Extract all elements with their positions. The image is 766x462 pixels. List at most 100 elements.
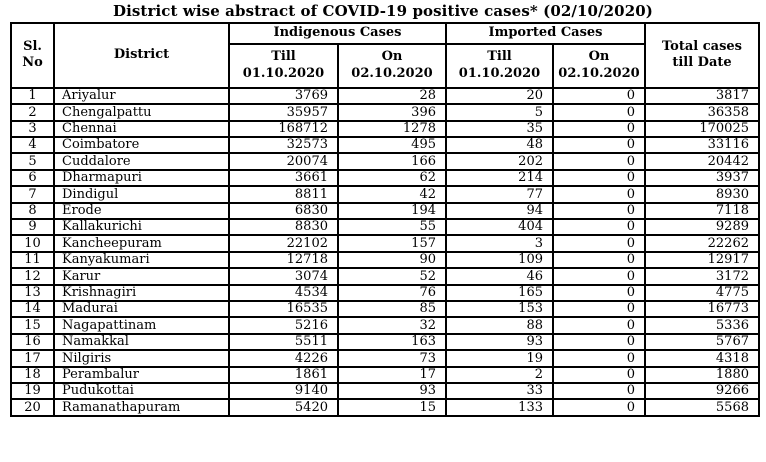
cell-indigenous-till: 5216 <box>228 316 339 335</box>
cell-total: 5336 <box>644 316 760 335</box>
cell-imported-on: 0 <box>552 332 646 352</box>
cell-district: Dharmapuri <box>53 168 230 188</box>
cell-imported-on: 0 <box>552 283 646 302</box>
cell-sl-no: 2 <box>10 103 55 122</box>
cell-indigenous-on: 396 <box>337 103 447 122</box>
table-body: 1 Ariyalur 3769 28 20 0 3817 2 Chengalpattu 35957… <box>10 86 760 417</box>
cell-sl-no: 12 <box>10 267 55 286</box>
cell-total: 5568 <box>644 398 760 417</box>
table-header: Sl. No District Indigenous Cases Importe… <box>10 22 760 89</box>
table-row: 20 Ramanathapuram 5420 15 133 0 5568 <box>10 398 760 417</box>
cell-imported-till: 94 <box>445 201 554 221</box>
cell-indigenous-till: 3661 <box>228 168 339 188</box>
cell-imported-till: 77 <box>445 185 554 204</box>
page-title: District wise abstract of COVID-19 posit… <box>112 2 653 20</box>
cell-indigenous-till: 16535 <box>228 299 339 319</box>
table-row: 10 Kancheepuram 22102 157 3 0 22262 <box>10 234 760 253</box>
cell-imported-till: 214 <box>445 168 554 188</box>
cell-total: 7118 <box>644 201 760 221</box>
cell-sl-no: 7 <box>10 185 55 204</box>
cell-indigenous-till: 4226 <box>228 349 339 368</box>
cell-indigenous-on: 157 <box>337 234 447 253</box>
cell-sl-no: 6 <box>10 168 55 188</box>
cell-indigenous-till: 6830 <box>228 201 339 221</box>
cell-imported-on: 0 <box>552 201 646 221</box>
cell-imported-on: 0 <box>552 349 646 368</box>
table-row: 17 Nilgiris 4226 73 19 0 4318 <box>10 349 760 368</box>
cell-district: Ariyalur <box>53 86 230 106</box>
cell-indigenous-on: 32 <box>337 316 447 335</box>
cell-imported-on: 0 <box>552 299 646 319</box>
col-group-indigenous-cases: Indigenous Cases <box>228 22 447 45</box>
col-header-district: District <box>53 22 230 89</box>
cell-district: Perambalur <box>53 365 230 384</box>
cell-indigenous-till: 5420 <box>228 398 339 417</box>
cell-indigenous-on: 62 <box>337 168 447 188</box>
cell-indigenous-till: 5511 <box>228 332 339 352</box>
cell-imported-till: 88 <box>445 316 554 335</box>
cell-imported-till: 20 <box>445 86 554 106</box>
cell-imported-on: 0 <box>552 316 646 335</box>
cell-district: Dindigul <box>53 185 230 204</box>
col-header-imported-on: On 02.10.2020 <box>552 42 646 89</box>
cell-district: Namakkal <box>53 332 230 352</box>
cell-total: 36358 <box>644 103 760 122</box>
cell-indigenous-on: 163 <box>337 332 447 352</box>
cell-sl-no: 13 <box>10 283 55 302</box>
cell-district: Madurai <box>53 299 230 319</box>
cell-imported-till: 46 <box>445 267 554 286</box>
cell-indigenous-till: 8811 <box>228 185 339 204</box>
cell-total: 4775 <box>644 283 760 302</box>
table-row: 16 Namakkal 5511 163 93 0 5767 <box>10 332 760 352</box>
cell-district: Ramanathapuram <box>53 398 230 417</box>
cell-imported-till: 35 <box>445 119 554 139</box>
cell-total: 22262 <box>644 234 760 253</box>
cell-sl-no: 11 <box>10 250 55 270</box>
cell-sl-no: 3 <box>10 119 55 139</box>
cell-total: 12917 <box>644 250 760 270</box>
cell-sl-no: 9 <box>10 217 55 237</box>
cell-indigenous-on: 85 <box>337 299 447 319</box>
covid-cases-table: Sl. No District Indigenous Cases Importe… <box>10 22 760 417</box>
cell-indigenous-on: 15 <box>337 398 447 417</box>
cell-imported-till: 109 <box>445 250 554 270</box>
cell-district: Chengalpattu <box>53 103 230 122</box>
cell-indigenous-on: 76 <box>337 283 447 302</box>
table-row: 5 Cuddalore 20074 166 202 0 20442 <box>10 152 760 171</box>
cell-imported-on: 0 <box>552 381 646 401</box>
cell-total: 9289 <box>644 217 760 237</box>
cell-sl-no: 16 <box>10 332 55 352</box>
col-header-indigenous-on: On 02.10.2020 <box>337 42 447 89</box>
cell-total: 33116 <box>644 136 760 155</box>
cell-imported-till: 5 <box>445 103 554 122</box>
cell-district: Kallakurichi <box>53 217 230 237</box>
table-row: 15 Nagapattinam 5216 32 88 0 5336 <box>10 316 760 335</box>
cell-sl-no: 20 <box>10 398 55 417</box>
cell-district: Coimbatore <box>53 136 230 155</box>
cell-imported-on: 0 <box>552 185 646 204</box>
col-header-indigenous-till: Till 01.10.2020 <box>228 42 339 89</box>
header-sub-row: Till 01.10.2020 On 02.10.2020 Till 01.10… <box>11 42 759 89</box>
cell-indigenous-till: 4534 <box>228 283 339 302</box>
cell-indigenous-till: 8830 <box>228 217 339 237</box>
table-row: 3 Chennai 168712 1278 35 0 170025 <box>10 119 760 139</box>
cell-imported-on: 0 <box>552 250 646 270</box>
cell-sl-no: 19 <box>10 381 55 401</box>
table-row: 14 Madurai 16535 85 153 0 16773 <box>10 299 760 319</box>
cell-indigenous-on: 17 <box>337 365 447 384</box>
cell-indigenous-till: 20074 <box>228 152 339 171</box>
cell-imported-on: 0 <box>552 119 646 139</box>
cell-imported-till: 93 <box>445 332 554 352</box>
cell-indigenous-till: 32573 <box>228 136 339 155</box>
table-row: 9 Kallakurichi 8830 55 404 0 9289 <box>10 217 760 237</box>
cell-indigenous-till: 12718 <box>228 250 339 270</box>
header-group-row: Sl. No District Indigenous Cases Importe… <box>10 22 760 89</box>
cell-district: Pudukottai <box>53 381 230 401</box>
cell-sl-no: 1 <box>10 86 55 106</box>
table-row: 13 Krishnagiri 4534 76 165 0 4775 <box>10 283 760 302</box>
cell-indigenous-on: 90 <box>337 250 447 270</box>
cell-imported-on: 0 <box>552 152 646 171</box>
cell-imported-till: 153 <box>445 299 554 319</box>
cell-total: 3817 <box>644 86 760 106</box>
